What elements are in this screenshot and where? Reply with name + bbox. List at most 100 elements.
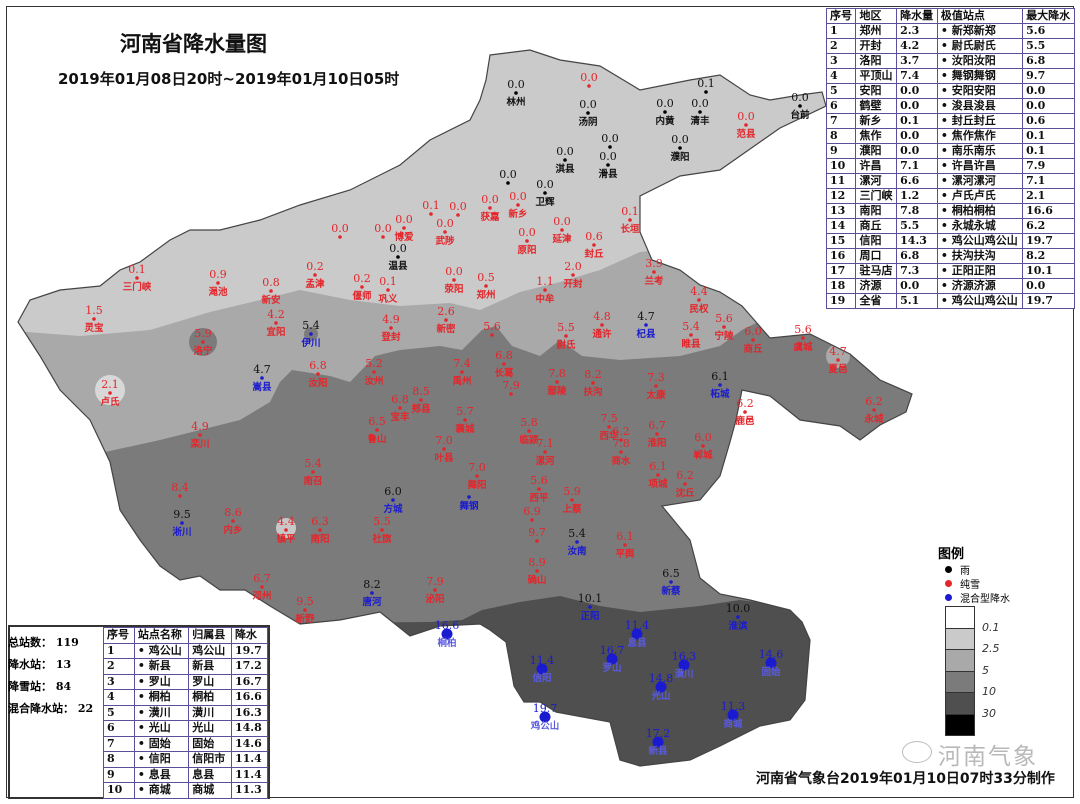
station-dot	[644, 323, 648, 327]
station-name: 偃师	[352, 290, 372, 302]
station-name: 台前	[790, 109, 810, 121]
station-name: 卢氏	[100, 396, 120, 408]
table-cell: 0.1	[896, 113, 938, 129]
station-温县: 0.0 温县	[388, 242, 408, 272]
table-cell: 16.6	[230, 689, 269, 706]
dot-icon	[945, 594, 952, 601]
table-row: 3 • 罗山 罗山 16.7	[103, 673, 269, 690]
footer-credit: 河南省气象台2019年01月10日07时33分制作	[756, 771, 1055, 787]
station-dot	[484, 284, 488, 288]
table-cell: 4	[103, 689, 135, 706]
station-name: 濮阳	[669, 151, 689, 163]
station-value: 0.0	[509, 190, 527, 203]
station-dot	[571, 273, 575, 277]
station-dot	[535, 539, 539, 543]
table-cell: 0.6	[1022, 113, 1075, 129]
table-cell: 三门峡	[855, 188, 898, 204]
stat-total: 总站数： 119	[8, 634, 79, 650]
station-dot	[743, 410, 747, 414]
station-value: 10.1	[578, 592, 603, 605]
station-value: 4.9	[382, 313, 400, 326]
station-name: 光山	[650, 690, 670, 702]
station-dot	[396, 255, 400, 259]
station-新县: 17.2 新县	[646, 727, 671, 757]
table-cell: 5.5	[1022, 38, 1075, 54]
station-dot	[303, 608, 307, 612]
station-西华: 7.5 西华	[599, 412, 619, 442]
table-cell: 14.8	[230, 720, 269, 737]
station-value: 4.7	[637, 310, 655, 323]
station-value: 8.6	[224, 506, 242, 519]
station-name: 新县	[648, 745, 668, 757]
station-value: 0.2	[353, 272, 371, 285]
station-dot	[338, 235, 342, 239]
station-unnamed: 0.0	[374, 222, 392, 239]
station-dot	[655, 681, 667, 693]
station-unnamed: 9.7	[528, 526, 546, 543]
station-dot	[575, 540, 579, 544]
table-cell: 鸡公山	[188, 642, 232, 659]
station-name: 栾川	[189, 438, 209, 450]
station-value: 0.1	[128, 263, 146, 276]
table-cell: 10.1	[1022, 263, 1075, 279]
station-dot	[260, 376, 264, 380]
station-name: 镇平	[276, 533, 296, 545]
station-value: 0.0	[691, 97, 709, 110]
station-unnamed: 0.0	[449, 200, 467, 217]
table-cell: 8	[825, 128, 857, 144]
station-dot	[607, 425, 611, 429]
station-平舆: 6.1 平舆	[615, 530, 635, 560]
table-cell: • 桐柏	[133, 689, 190, 706]
table-row: 11 漯河 6.6 • 漯河漯河 7.1	[825, 173, 1075, 189]
station-dot	[631, 628, 643, 640]
station-value: 2.1	[101, 378, 119, 391]
station-name: 巩义	[378, 293, 398, 305]
station-新野: 9.5 新野	[295, 595, 315, 625]
station-dot	[318, 528, 322, 532]
station-dot	[619, 450, 623, 454]
station-value: 3.9	[645, 257, 663, 270]
station-汝州: 5.2 汝州	[364, 357, 383, 387]
station-商水: 7.8 商水	[611, 437, 631, 467]
station-dot	[751, 338, 755, 342]
table-row: 18 济源 0.0 • 济源济源 0.0	[825, 278, 1075, 294]
station-unnamed: 0.1	[697, 77, 715, 94]
legend-scale-swatch	[945, 649, 975, 672]
stat-value: 13	[55, 658, 72, 671]
station-value: 7.9	[502, 379, 520, 392]
station-商丘: 6.0 商丘	[743, 325, 763, 355]
station-漯河: 7.1 漯河	[535, 437, 555, 467]
station-卢氏: 2.1 卢氏	[100, 378, 120, 408]
station-dot	[463, 418, 467, 422]
station-name: 南阳	[310, 533, 329, 545]
station-value: 5.4	[568, 527, 586, 540]
station-汝南: 5.4 汝南	[567, 527, 587, 557]
table-row: 19 全省 5.1 • 鸡公山鸡公山 19.7	[825, 293, 1075, 309]
col-header: 序号	[103, 627, 135, 644]
station-value: 8.9	[528, 556, 546, 569]
station-三门峡: 0.1 三门峡	[123, 263, 152, 293]
stations-layer: 0.0林州0.00.0汤阴0.0内黄0.0清丰0.10.0濮阳0.0范县0.0台…	[83, 71, 884, 757]
station-灵宝: 1.5 灵宝	[83, 304, 104, 334]
station-name: 虞城	[793, 341, 813, 353]
station-name: 柘城	[709, 388, 730, 400]
station-dot	[563, 158, 567, 162]
table-cell: • 漯河漯河	[936, 173, 1024, 189]
station-value: 5.6	[483, 320, 501, 333]
table-cell: 2.1	[1022, 188, 1075, 204]
station-社旗: 5.5 社旗	[371, 515, 392, 545]
station-dot	[309, 332, 313, 336]
station-dot	[201, 340, 205, 344]
station-dot	[135, 276, 139, 280]
table-row: 6 • 光山 光山 14.8	[103, 720, 269, 737]
station-dot	[375, 428, 379, 432]
legend-item-snow: 纯雪	[945, 576, 980, 591]
table-cell: • 许昌许昌	[936, 158, 1024, 174]
table-row: 2 • 新县 新县 17.2	[103, 658, 269, 675]
table-cell: 平顶山	[855, 68, 898, 84]
col-header: 地区	[855, 8, 898, 24]
table-cell: • 卢氏卢氏	[936, 188, 1024, 204]
station-name: 卫辉	[535, 196, 555, 208]
station-name: 尉氏	[555, 339, 576, 351]
station-dot	[588, 605, 592, 609]
